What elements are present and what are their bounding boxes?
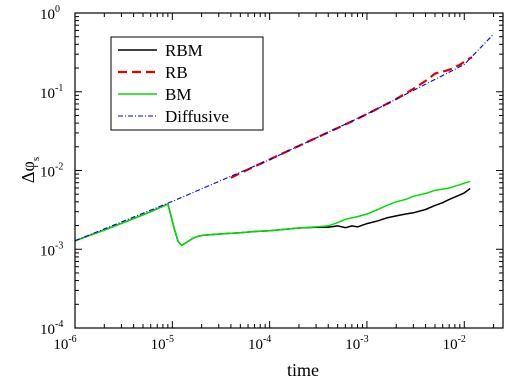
x-tick-labels: 10-6 10-5 10-4 10-3 10-2	[53, 334, 466, 353]
series-layer	[75, 33, 494, 247]
x-tick-label: 10-3	[345, 334, 368, 353]
y-axis-label-main: Δφ	[18, 161, 38, 183]
legend-label-rbm: RBM	[165, 41, 203, 60]
x-tick-label: 10-5	[151, 334, 174, 353]
y-tick-label: 10-2	[40, 162, 63, 181]
x-tick-exponent: -4	[263, 334, 271, 345]
y-tick-label: 10-3	[40, 240, 63, 259]
ticks-layer	[74, 12, 503, 329]
x-tick-exponent: -2	[458, 334, 466, 345]
y-tick-exponent: -4	[55, 319, 63, 330]
x-tick-base: 10	[443, 337, 458, 353]
y-tick-base: 10	[40, 7, 55, 23]
x-tick-base: 10	[345, 337, 360, 353]
y-tick-exponent: 0	[55, 4, 60, 15]
x-tick-base: 10	[53, 337, 68, 353]
y-tick-base: 10	[40, 322, 55, 338]
legend-label-rb: RB	[165, 63, 188, 82]
y-tick-base: 10	[40, 86, 55, 102]
legend-label-bm: BM	[165, 85, 191, 104]
x-tick-base: 10	[248, 337, 263, 353]
x-tick-label: 10-6	[53, 334, 76, 353]
x-tick-label: 10-2	[443, 334, 466, 353]
plot-area	[74, 12, 504, 329]
legend: RBM RB BM Diffusive	[110, 36, 264, 131]
legend-items: RBM RB BM Diffusive	[118, 41, 229, 126]
y-tick-exponent: -1	[55, 83, 63, 94]
y-tick-exponent: -3	[55, 240, 63, 251]
legend-box	[110, 36, 264, 131]
x-tick-exponent: -6	[68, 334, 76, 345]
x-axis-label: time	[287, 360, 319, 380]
y-tick-base: 10	[40, 165, 55, 181]
x-tick-label: 10-4	[248, 334, 271, 353]
series-line-bm	[75, 180, 471, 247]
y-tick-label: 10-1	[40, 83, 63, 102]
x-tick-exponent: -3	[360, 334, 368, 345]
y-tick-label: 10-4	[40, 319, 63, 338]
y-axis-label: Δφs	[18, 157, 42, 183]
y-axis-label-sub: s	[30, 157, 42, 161]
x-tick-exponent: -5	[166, 334, 174, 345]
y-tick-label: 100	[40, 4, 60, 23]
y-tick-base: 10	[40, 243, 55, 259]
y-tick-exponent: -2	[55, 162, 63, 173]
series-line-rb	[230, 56, 473, 179]
series-line-diffusive	[75, 33, 494, 242]
legend-label-diffusive: Diffusive	[165, 107, 229, 126]
x-tick-base: 10	[151, 337, 166, 353]
